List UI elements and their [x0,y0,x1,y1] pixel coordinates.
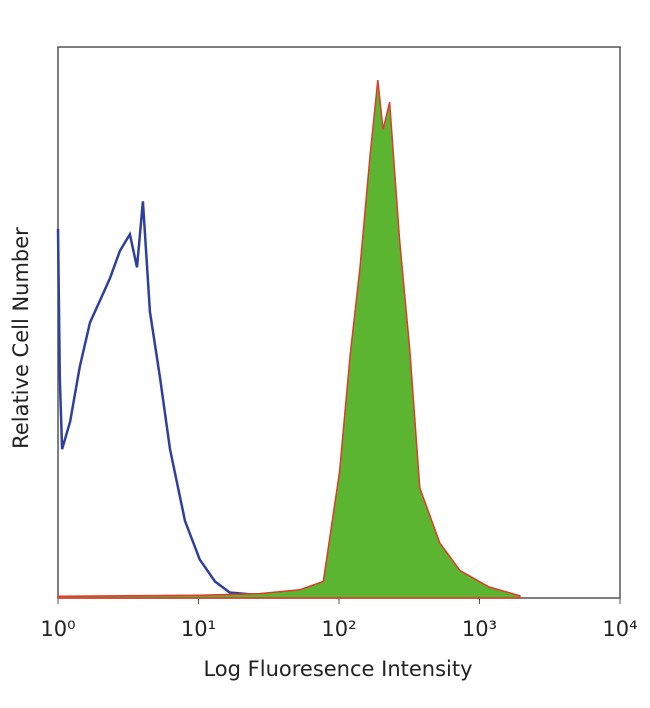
x-tick-label: 10² [321,617,356,641]
x-tick-label: 10⁰ [40,617,75,641]
y-axis-label: Relative Cell Number [9,227,33,449]
x-tick-label: 10³ [462,617,497,641]
x-axis-label: Log Fluoresence Intensity [203,657,472,681]
histogram-area [57,80,521,599]
x-tick-label: 10¹ [181,617,216,641]
x-tick-label: 10⁴ [602,617,637,641]
